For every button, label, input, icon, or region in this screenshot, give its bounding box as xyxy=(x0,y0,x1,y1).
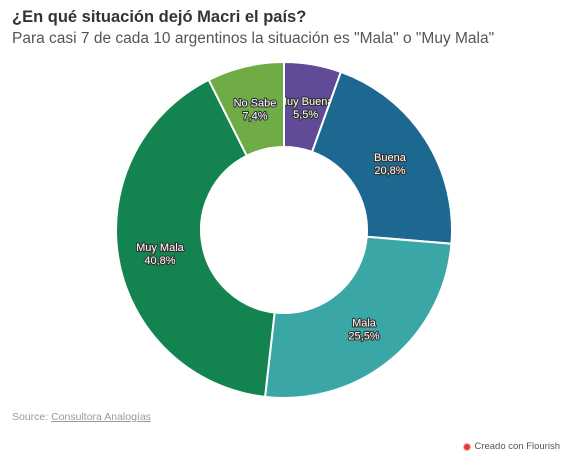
source-link[interactable]: Consultora Analogías xyxy=(51,411,151,423)
slice-no-sabe[interactable] xyxy=(207,60,285,158)
slice-label-muy-buena: Muy Buena 5,5% xyxy=(278,96,335,121)
flourish-credit[interactable]: Creado con Flourish xyxy=(464,441,560,452)
slice-name-mala: Mala xyxy=(352,317,377,329)
slice-label-buena: Buena 20,8% xyxy=(374,152,407,177)
slice-buena[interactable] xyxy=(310,70,453,245)
credit-label: Creado con Flourish xyxy=(474,441,560,452)
slice-label-no-sabe: No Sabe 7,4% xyxy=(234,97,277,122)
flourish-logo-icon xyxy=(464,443,471,450)
source-prefix: Source: xyxy=(12,411,49,423)
slice-mala[interactable] xyxy=(263,235,453,399)
slice-name-no-sabe: No Sabe xyxy=(234,97,277,109)
slice-name-muy-mala: Muy Mala xyxy=(136,242,185,254)
slice-value-muy-mala: 40,8% xyxy=(144,255,175,267)
slice-value-no-sabe: 7,4% xyxy=(242,110,267,122)
slice-label-muy-mala: Muy Mala 40,8% xyxy=(136,242,185,267)
source-note: Source: Consultora Analogías xyxy=(12,411,151,423)
slice-name-buena: Buena xyxy=(374,152,407,164)
slice-muy-mala[interactable] xyxy=(115,78,276,399)
slice-name-muy-buena: Muy Buena xyxy=(278,96,335,108)
chart-subtitle: Para casi 7 de cada 10 argentinos la sit… xyxy=(12,30,495,47)
slice-value-mala: 25,5% xyxy=(348,330,379,342)
slice-value-muy-buena: 5,5% xyxy=(293,109,318,121)
chart-title: ¿En qué situación dejó Macri el país? xyxy=(12,8,307,26)
slice-value-buena: 20,8% xyxy=(374,165,405,177)
slice-label-mala: Mala 25,5% xyxy=(348,317,379,342)
